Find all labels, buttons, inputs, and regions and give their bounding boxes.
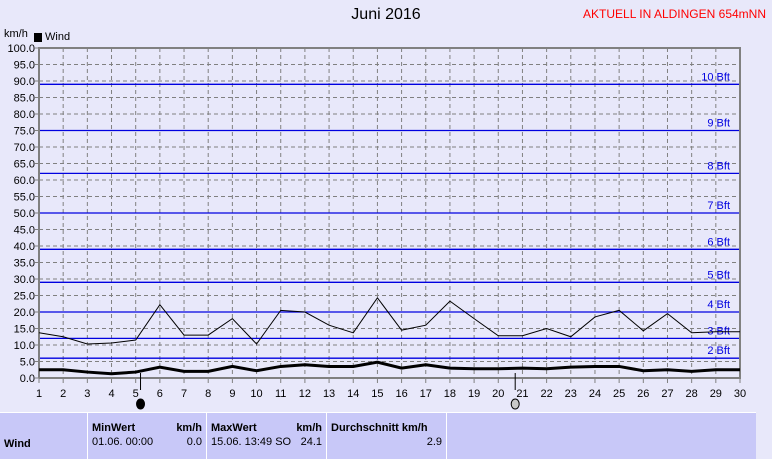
y-tick-label: 75.0 (14, 126, 35, 138)
max-value: 24.1 (301, 436, 322, 448)
legend: Wind (34, 31, 70, 43)
beaufort-label: 9 Bft (707, 118, 730, 130)
min-time: 01.06. 00:00 (92, 436, 153, 448)
y-tick-label: 30.0 (14, 274, 35, 286)
x-tick-label: 14 (347, 388, 359, 400)
x-tick-label: 13 (323, 388, 335, 400)
min-unit: km/h (176, 422, 202, 434)
beaufort-label: 4 Bft (707, 299, 730, 311)
x-tick-label: 26 (637, 388, 649, 400)
empty-col (447, 413, 756, 459)
max-col: MaxWert km/h 15.06. 13:49 SO 24.1 (207, 413, 327, 459)
x-tick-label: 29 (710, 388, 722, 400)
y-tick-label: 10.0 (14, 340, 35, 352)
avg-header: Durchschnitt km/h (331, 422, 428, 434)
y-tick-label: 40.0 (14, 241, 35, 253)
x-tick-label: 5 (133, 388, 139, 400)
x-tick-label: 10 (250, 388, 262, 400)
x-tick-label: 17 (420, 388, 432, 400)
x-tick-label: 8 (205, 388, 211, 400)
x-tick-label: 25 (613, 388, 625, 400)
min-header: MinWert (92, 422, 135, 434)
x-tick-label: 4 (108, 388, 114, 400)
x-tick-label: 24 (589, 388, 601, 400)
wind-chart: 0.0 5.0 10.0 15.0 20.0 25.0 30.0 35.0 40.0 45.0 50… (0, 0, 772, 410)
beaufort-label: 6 Bft (707, 236, 730, 248)
x-tick-label: 18 (444, 388, 456, 400)
avg-value: 2.9 (427, 436, 442, 448)
series-line-1 (39, 298, 740, 344)
series-line-0 (39, 362, 740, 374)
y-tick-label: 100.0 (7, 43, 35, 55)
y-axis-unit: km/h (4, 28, 28, 40)
beaufort-label: 10 Bft (701, 71, 730, 83)
y-tick-label: 85.0 (14, 93, 35, 105)
row-label: Wind (4, 438, 83, 450)
row-label-col: Wind (0, 413, 88, 459)
y-tick-label: 55.0 (14, 192, 35, 204)
x-tick-label: 12 (299, 388, 311, 400)
x-tick-label: 28 (686, 388, 698, 400)
x-tick-label: 30 (734, 388, 746, 400)
y-tick-label: 5.0 (20, 357, 35, 369)
max-time: 15.06. 13:49 SO (211, 436, 291, 448)
station-label: AKTUELL IN ALDINGEN 654mNN (583, 7, 766, 21)
y-tick-label: 90.0 (14, 76, 35, 88)
y-tick-label: 25.0 (14, 291, 35, 303)
x-tick-label: 23 (565, 388, 577, 400)
avg-col: Durchschnitt km/h 2.9 (327, 413, 447, 459)
beaufort-label: 7 Bft (707, 200, 730, 212)
x-tick-label: 2 (60, 388, 66, 400)
y-tick-label: 60.0 (14, 175, 35, 187)
y-tick-label: 45.0 (14, 225, 35, 237)
y-tick-label: 50.0 (14, 208, 35, 220)
x-tick-label: 22 (540, 388, 552, 400)
x-tick-label: 6 (157, 388, 163, 400)
x-tick-label: 7 (181, 388, 187, 400)
legend-swatch (34, 33, 42, 42)
y-tick-label: 20.0 (14, 307, 35, 319)
x-tick-label: 20 (492, 388, 504, 400)
y-tick-label: 0.0 (20, 373, 35, 385)
x-tick-label: 9 (229, 388, 235, 400)
y-tick-label: 70.0 (14, 142, 35, 154)
full-moon-icon (511, 399, 519, 409)
x-tick-label: 11 (275, 388, 286, 400)
x-tick-label: 19 (468, 388, 480, 400)
x-tick-label: 16 (395, 388, 407, 400)
x-tick-label: 1 (36, 388, 42, 400)
y-tick-label: 35.0 (14, 258, 35, 270)
max-header: MaxWert (211, 422, 257, 434)
y-tick-label: 15.0 (14, 324, 35, 336)
legend-label: Wind (45, 31, 70, 43)
max-unit: km/h (296, 422, 322, 434)
beaufort-label: 8 Bft (707, 160, 730, 172)
x-tick-label: 3 (84, 388, 90, 400)
min-col: MinWert km/h 01.06. 00:00 0.0 (88, 413, 207, 459)
y-tick-label: 95.0 (14, 60, 35, 72)
x-tick-label: 15 (371, 388, 383, 400)
beaufort-label: 5 Bft (707, 269, 730, 281)
y-tick-label: 65.0 (14, 159, 35, 171)
new-moon-icon (137, 399, 145, 409)
x-tick-label: 27 (661, 388, 673, 400)
stats-table: Wind MinWert km/h 01.06. 00:00 0.0 MaxWert… (0, 412, 756, 459)
x-tick-label: 21 (516, 388, 528, 400)
beaufort-label: 2 Bft (707, 345, 730, 357)
y-tick-label: 80.0 (14, 109, 35, 121)
min-value: 0.0 (187, 436, 202, 448)
